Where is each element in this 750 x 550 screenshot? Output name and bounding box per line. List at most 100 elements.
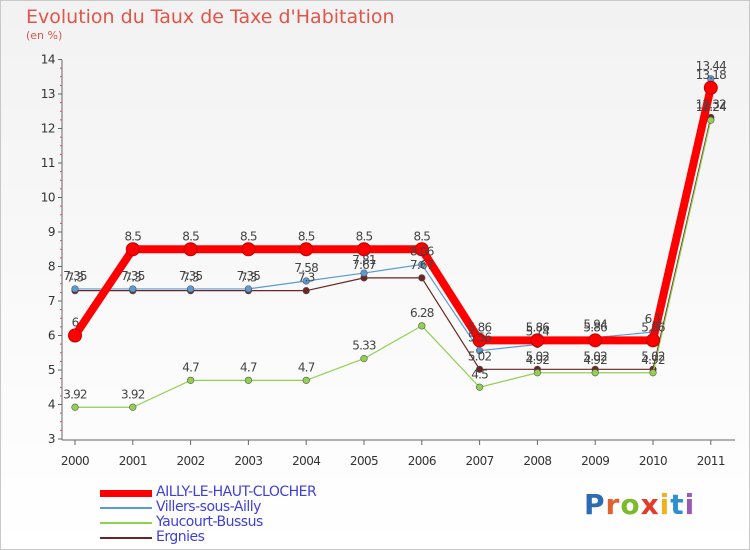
data-label-ailly-le-haut-clocher: 5.86: [468, 320, 492, 334]
data-point-ailly-le-haut-clocher: [241, 242, 256, 257]
data-label-ergnies: 5.02: [583, 349, 607, 363]
data-label-yaucourt-bussus: 3.92: [63, 387, 87, 401]
data-label-ergnies: 5.02: [468, 349, 492, 363]
series-line-ailly-le-haut-clocher: [71, 86, 715, 345]
series-line-villers-sous-ailly: [75, 78, 712, 352]
data-point-ergnies: [418, 274, 426, 282]
data-label-ergnies: 7.3: [124, 271, 141, 285]
data-point-villers-sous-ailly: [360, 269, 368, 277]
x-tick-label: 2005: [350, 454, 378, 468]
y-tick-label: 3: [48, 432, 55, 446]
data-label-ergnies: 12.32: [696, 97, 727, 111]
data-label-yaucourt-bussus: 4.7: [298, 360, 315, 374]
data-point-villers-sous-ailly: [476, 347, 484, 355]
data-label-yaucourt-bussus: 4.92: [583, 353, 607, 367]
logo-letter: i: [684, 488, 696, 521]
data-label-ergnies: 7.3: [67, 271, 84, 285]
data-label-yaucourt-bussus: 4.5: [471, 367, 488, 381]
data-point-villers-sous-ailly: [244, 285, 252, 293]
x-tick-label: 2011: [697, 454, 725, 468]
x-tick-label: 2001: [119, 454, 147, 468]
y-tick-label: 12: [41, 122, 55, 136]
data-point-yaucourt-bussus: [533, 369, 542, 377]
data-label-ergnies: 5.02: [641, 349, 665, 363]
logo-letter: t: [670, 488, 685, 521]
y-tick-label: 11: [41, 156, 55, 170]
logo-letter: o: [620, 488, 641, 521]
x-tick-label: 2006: [408, 454, 436, 468]
data-point-villers-sous-ailly: [71, 285, 79, 293]
data-label-ergnies: 7.67: [410, 258, 434, 272]
legend-label-yaucourt: Yaucourt-Bussus: [156, 514, 263, 530]
legend-label-ailly: AILLY-LE-HAUT-CLOCHER: [156, 484, 317, 500]
data-point-yaucourt-bussus: [707, 116, 715, 124]
x-tick-label: 2004: [292, 454, 320, 468]
data-label-villers-sous-ailly: 5.56: [468, 331, 492, 345]
data-label-ailly-le-haut-clocher: 5.86: [583, 320, 607, 334]
y-tick-label: 8: [48, 260, 55, 274]
data-point-ailly-le-haut-clocher: [472, 333, 487, 348]
data-label-villers-sous-ailly: 5.74: [526, 324, 550, 338]
logo-letter: r: [605, 488, 621, 521]
data-label-ailly-le-haut-clocher: 8.5: [413, 229, 430, 243]
data-label-villers-sous-ailly: 7.35: [121, 269, 145, 283]
data-point-yaucourt-bussus: [649, 369, 657, 377]
data-label-villers-sous-ailly: 13.44: [696, 59, 727, 73]
data-label-villers-sous-ailly: 7.81: [352, 253, 376, 267]
data-label-ailly-le-haut-clocher: 8.5: [182, 229, 199, 243]
data-point-yaucourt-bussus: [591, 369, 599, 377]
data-label-ergnies: 7.3: [182, 271, 199, 285]
data-point-yaucourt-bussus: [71, 403, 79, 411]
x-tick-label: 2009: [581, 454, 609, 468]
legend-label-villers: Villers-sous-Ailly: [156, 499, 261, 515]
series-line-ergnies: [75, 117, 712, 370]
x-tick-label: 2002: [177, 454, 205, 468]
data-point-yaucourt-bussus: [187, 376, 195, 384]
data-point-villers-sous-ailly: [129, 285, 137, 293]
data-label-ergnies: 7.67: [352, 258, 376, 272]
data-point-villers-sous-ailly: [418, 260, 426, 269]
chart-unit-label: (en %): [26, 29, 63, 42]
data-point-villers-sous-ailly: [302, 277, 310, 285]
data-point-yaucourt-bussus: [244, 376, 252, 384]
data-point-ailly-le-haut-clocher: [646, 333, 660, 348]
x-tick-label: 2000: [61, 454, 89, 468]
data-label-ailly-le-haut-clocher: 8.5: [356, 229, 373, 243]
data-point-ergnies: [302, 287, 310, 295]
data-label-ergnies: 7.3: [298, 271, 315, 285]
logo-letter: i: [659, 488, 671, 521]
data-point-ailly-le-haut-clocher: [183, 242, 198, 257]
y-tick-label: 5: [48, 363, 55, 377]
y-tick-label: 10: [41, 191, 55, 205]
data-label-villers-sous-ailly: 8.06: [410, 244, 434, 258]
data-label-yaucourt-bussus: 3.92: [121, 387, 145, 401]
data-point-yaucourt-bussus: [302, 376, 310, 384]
data-point-yaucourt-bussus: [360, 355, 368, 363]
data-point-villers-sous-ailly: [187, 285, 195, 293]
data-point-ailly-le-haut-clocher: [357, 242, 371, 257]
legend-swatch-villers: [100, 507, 152, 509]
logo-letter: P: [584, 488, 606, 521]
series-line-yaucourt-bussus: [75, 120, 712, 408]
legend-swatch-ergnies: [100, 537, 152, 539]
data-label-yaucourt-bussus: 4.7: [182, 360, 199, 374]
data-label-ergnies: 5.02: [526, 349, 550, 363]
y-tick-label: 13: [41, 87, 55, 101]
data-point-ailly-le-haut-clocher: [125, 242, 140, 257]
legend-label-ergnies: Ergnies: [156, 529, 205, 545]
data-label-yaucourt-bussus: 12.24: [696, 100, 727, 114]
data-label-villers-sous-ailly: 6.1: [645, 312, 662, 326]
chart-title: Evolution du Taux de Taxe d'Habitation: [26, 6, 395, 28]
x-tick-label: 2008: [523, 454, 551, 468]
data-point-ailly-le-haut-clocher: [588, 333, 603, 348]
proxiti-logo: Proxiti: [584, 488, 695, 521]
data-label-ailly-le-haut-clocher: 6: [72, 316, 79, 330]
y-tick-label: 9: [48, 225, 55, 239]
data-label-yaucourt-bussus: 4.92: [641, 353, 665, 367]
data-label-villers-sous-ailly: 7.35: [63, 269, 87, 283]
data-label-villers-sous-ailly: 7.58: [294, 261, 318, 275]
legend-swatch-yaucourt: [100, 522, 152, 524]
data-point-yaucourt-bussus: [476, 383, 484, 391]
